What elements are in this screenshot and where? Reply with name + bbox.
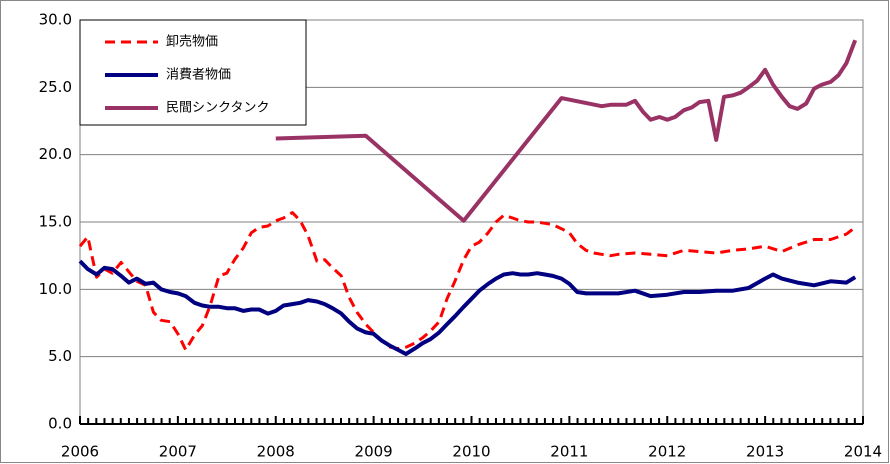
x-tick-label: 2009 — [355, 443, 393, 461]
series-line — [78, 259, 857, 356]
y-tick-label: 10.0 — [39, 280, 72, 298]
x-tick-label: 2013 — [746, 443, 784, 461]
x-tick-label: 2012 — [648, 443, 686, 461]
x-tick-label: 2010 — [452, 443, 490, 461]
y-tick-label: 20.0 — [39, 145, 72, 163]
legend-label: 民間シンクタンク — [166, 101, 269, 116]
legend-label: 消費者物価 — [166, 68, 231, 83]
y-tick-label: 15.0 — [39, 213, 72, 231]
y-tick-label: 0.0 — [48, 415, 72, 433]
series-line — [78, 211, 857, 352]
x-tick-label: 2006 — [61, 443, 99, 461]
legend-label: 卸売物価 — [166, 34, 218, 50]
y-tick-label: 25.0 — [39, 78, 72, 96]
x-tick-label: 2011 — [550, 443, 588, 461]
x-tick-label: 2014 — [844, 443, 882, 461]
y-tick-label: 30.0 — [39, 11, 72, 29]
y-tick-label: 5.0 — [48, 347, 72, 365]
x-tick-label: 2007 — [159, 443, 197, 461]
x-tick-label: 2008 — [257, 443, 295, 461]
series-line — [275, 39, 858, 223]
